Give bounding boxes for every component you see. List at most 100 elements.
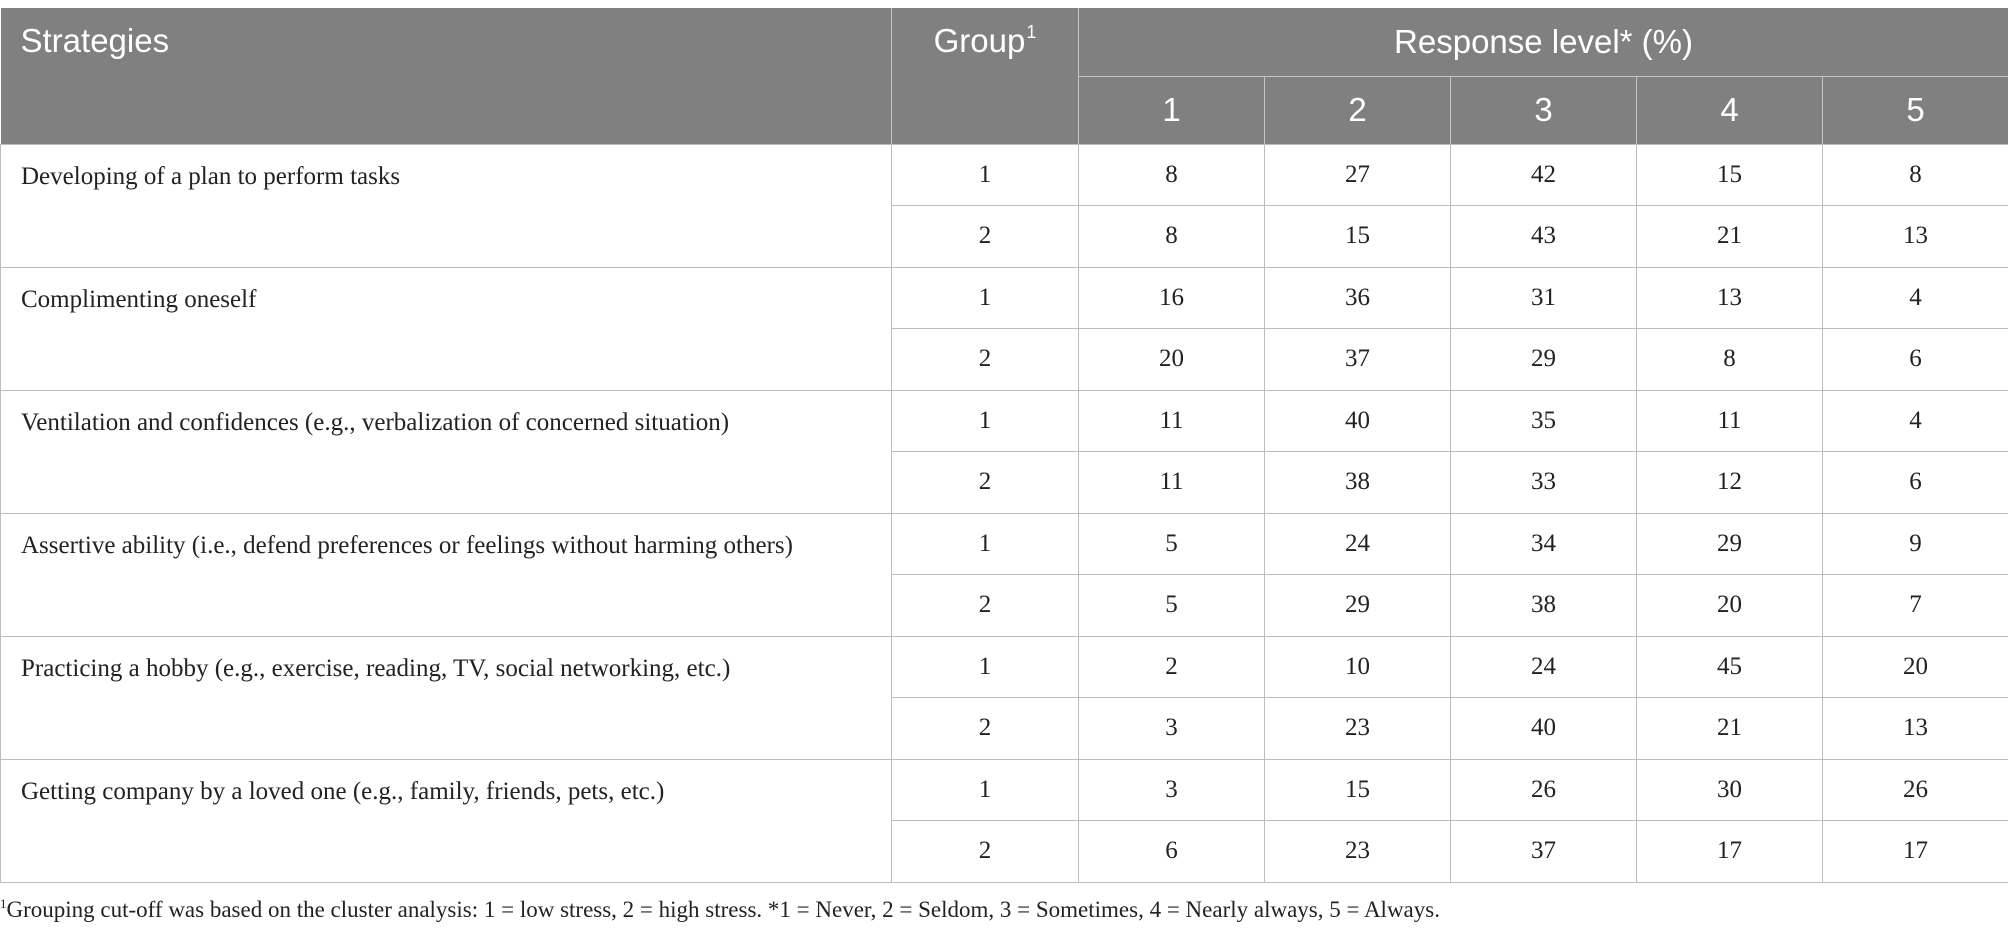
group-cell: 2 (891, 451, 1079, 514)
strategy-label: Getting company by a loved one (e.g., fa… (21, 777, 665, 805)
response-cell-level-3: 42 (1450, 143, 1637, 206)
table-row: Practicing a hobby (e.g., exercise, read… (0, 635, 2008, 760)
response-cell-level-2: 24 (1264, 512, 1451, 575)
response-cell-level-2: 23 (1264, 820, 1451, 883)
strategy-name: Developing of a plan to perform tasks (0, 143, 892, 268)
response-cell-level-5: 17 (1821, 820, 2008, 883)
response-cell-level-3: 31 (1450, 266, 1637, 329)
response-cell-level-1: 11 (1078, 389, 1265, 452)
group-cell: 2 (891, 328, 1079, 391)
response-cell-level-2: 37 (1264, 328, 1451, 391)
table-row: 2 6 23 37 17 17 (1, 820, 2008, 883)
table-row: 2 5 29 38 20 7 (1, 574, 2008, 637)
header-level-4: 4 (1636, 75, 1823, 144)
response-cell-level-1: 5 (1078, 512, 1265, 575)
strategies-table: Strategies Group1 Response level* (%) 1 … (0, 8, 2008, 883)
group-cell: 1 (891, 635, 1079, 698)
response-cell-level-5: 6 (1821, 451, 2008, 514)
strategy-label: Complimenting oneself (21, 285, 257, 313)
response-cell-level-5: 13 (1821, 697, 2008, 760)
strategy-name: Getting company by a loved one (e.g., fa… (0, 758, 892, 883)
strategy-label: Developing of a plan to perform tasks (21, 162, 401, 190)
footnote-mark: 1 (0, 896, 7, 911)
response-cell-level-2: 10 (1264, 635, 1451, 698)
response-cell-level-1: 20 (1078, 328, 1265, 391)
response-cell-level-1: 2 (1078, 635, 1265, 698)
response-cell-level-1: 11 (1078, 451, 1265, 514)
response-cell-level-4: 12 (1636, 451, 1823, 514)
response-cell-level-2: 40 (1264, 389, 1451, 452)
strategy-label: Ventilation and confidences (e.g., verba… (21, 408, 730, 436)
response-cell-level-3: 43 (1450, 205, 1637, 268)
response-cell-level-1: 8 (1078, 143, 1265, 206)
response-cell-level-2: 15 (1264, 758, 1451, 821)
table-row: 2 11 38 33 12 6 (1, 451, 2008, 514)
footnote-text: Grouping cut-off was based on the cluste… (6, 897, 1440, 922)
header-response-level: Response level* (%) (1077, 8, 2008, 76)
header-level-3: 3 (1450, 75, 1637, 144)
response-cell-level-2: 36 (1264, 266, 1451, 329)
strategy-label: Assertive ability (i.e., defend preferen… (21, 531, 793, 559)
response-cell-level-1: 8 (1078, 205, 1265, 268)
table-container: Strategies Group1 Response level* (%) 1 … (0, 8, 2008, 883)
response-cell-level-3: 29 (1450, 328, 1637, 391)
header-strategies: Strategies (0, 8, 892, 144)
strategy-name: Complimenting oneself (0, 266, 892, 391)
group-cell: 2 (891, 205, 1079, 268)
response-cell-level-2: 29 (1264, 574, 1451, 637)
table-body: Developing of a plan to perform tasks 1 8 2… (0, 143, 2008, 883)
response-cell-level-4: 8 (1636, 328, 1823, 391)
table-row: 2 20 37 29 8 6 (1, 328, 2008, 391)
group-cell: 2 (891, 574, 1079, 637)
strategy-label: Practicing a hobby (e.g., exercise, read… (21, 654, 731, 682)
response-cell-level-1: 5 (1078, 574, 1265, 637)
response-cell-level-4: 29 (1636, 512, 1823, 575)
table-row: 2 8 15 43 21 13 (1, 205, 2008, 268)
response-cell-level-3: 37 (1450, 820, 1637, 883)
response-cell-level-4: 20 (1636, 574, 1823, 637)
table-header: Strategies Group1 Response level* (%) 1 … (0, 8, 2008, 144)
header-group-footnote-mark: 1 (1026, 22, 1037, 42)
response-cell-level-5: 6 (1821, 328, 2008, 391)
group-cell: 1 (891, 143, 1079, 206)
table-row: Ventilation and confidences (e.g., verba… (0, 389, 2008, 514)
response-cell-level-3: 24 (1450, 635, 1637, 698)
strategy-name: Practicing a hobby (e.g., exercise, read… (0, 635, 892, 760)
response-cell-level-3: 40 (1450, 697, 1637, 760)
strategy-name: Ventilation and confidences (e.g., verba… (0, 389, 892, 514)
header-level-1: 1 (1078, 75, 1265, 144)
response-cell-level-3: 33 (1450, 451, 1637, 514)
response-cell-level-5: 8 (1821, 143, 2008, 206)
table-row: Assertive ability (i.e., defend preferen… (0, 512, 2008, 637)
response-cell-level-1: 6 (1078, 820, 1265, 883)
strategy-name: Assertive ability (i.e., defend preferen… (0, 512, 892, 637)
response-cell-level-4: 11 (1636, 389, 1823, 452)
response-cell-level-4: 45 (1636, 635, 1823, 698)
header-level-5: 5 (1821, 75, 2008, 144)
header-level-2: 2 (1264, 75, 1451, 144)
response-cell-level-1: 3 (1078, 758, 1265, 821)
response-cell-level-4: 13 (1636, 266, 1823, 329)
response-cell-level-2: 38 (1264, 451, 1451, 514)
response-cell-level-4: 30 (1636, 758, 1823, 821)
response-cell-level-4: 21 (1636, 697, 1823, 760)
group-cell: 1 (891, 512, 1079, 575)
response-cell-level-3: 34 (1450, 512, 1637, 575)
header-group-label: Group (933, 22, 1026, 59)
response-cell-level-3: 35 (1450, 389, 1637, 452)
response-cell-level-2: 23 (1264, 697, 1451, 760)
response-cell-level-2: 27 (1264, 143, 1451, 206)
response-cell-level-5: 20 (1821, 635, 2008, 698)
response-cell-level-5: 7 (1821, 574, 2008, 637)
response-cell-level-3: 38 (1450, 574, 1637, 637)
header-group: Group1 (891, 8, 1079, 144)
group-cell: 1 (891, 758, 1079, 821)
response-cell-level-1: 16 (1078, 266, 1265, 329)
response-cell-level-1: 3 (1078, 697, 1265, 760)
table-row: Complimenting oneself 1 16 36 31 13 4 (0, 266, 2008, 391)
footnote: 1Grouping cut-off was based on the clust… (0, 896, 1440, 923)
response-cell-level-4: 15 (1636, 143, 1823, 206)
response-cell-level-4: 17 (1636, 820, 1823, 883)
group-cell: 2 (891, 697, 1079, 760)
group-cell: 2 (891, 820, 1079, 883)
